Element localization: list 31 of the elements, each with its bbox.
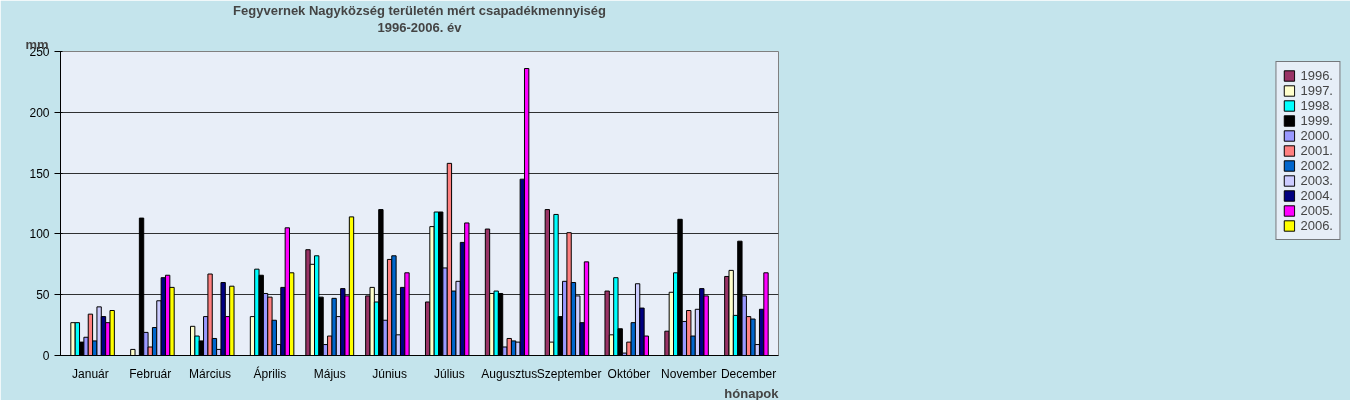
x-tick-label: Szeptember (536, 366, 602, 381)
y-tick-label: 50 (36, 288, 50, 303)
legend-label: 2002. (1300, 158, 1333, 173)
legend-label: 1998. (1300, 98, 1333, 113)
chart-subtitle: 1996-2006. év (377, 19, 463, 35)
legend-label: 2006. (1300, 218, 1333, 233)
x-tick-label: December (720, 366, 777, 381)
legend-label: 1999. (1300, 113, 1333, 128)
legend-label: 2004. (1300, 188, 1333, 203)
legend-label: 2001. (1300, 143, 1333, 158)
x-tick-label: Február (129, 366, 172, 381)
legend-label: 2003. (1300, 173, 1333, 188)
legend-label: 1996. (1300, 68, 1333, 83)
x-tick-label: November (661, 366, 717, 381)
chart-title: Fegyvernek Nagyközség területén mért csapadékmennyiség (233, 2, 606, 18)
x-tick-label: Október (607, 366, 651, 381)
legend-label: 2000. (1300, 128, 1333, 143)
legend-label: 2005. (1300, 203, 1333, 218)
x-tick-label: Március (189, 366, 232, 381)
legend-label: 1997. (1300, 83, 1333, 98)
x-axis-title: hónapok (724, 385, 780, 401)
x-tick-label: Június (372, 366, 407, 381)
x-tick-label: Május (313, 366, 346, 381)
x-tick-label: Január (72, 366, 109, 381)
y-tick-label: 100 (29, 227, 50, 242)
y-tick-label: 0 (42, 349, 50, 363)
y-tick-label: 150 (29, 166, 50, 181)
x-tick-label: Augusztus (481, 366, 538, 381)
y-tick-label: 200 (29, 105, 50, 120)
x-tick-label: Július (434, 366, 465, 381)
x-tick-label: Április (253, 365, 287, 381)
